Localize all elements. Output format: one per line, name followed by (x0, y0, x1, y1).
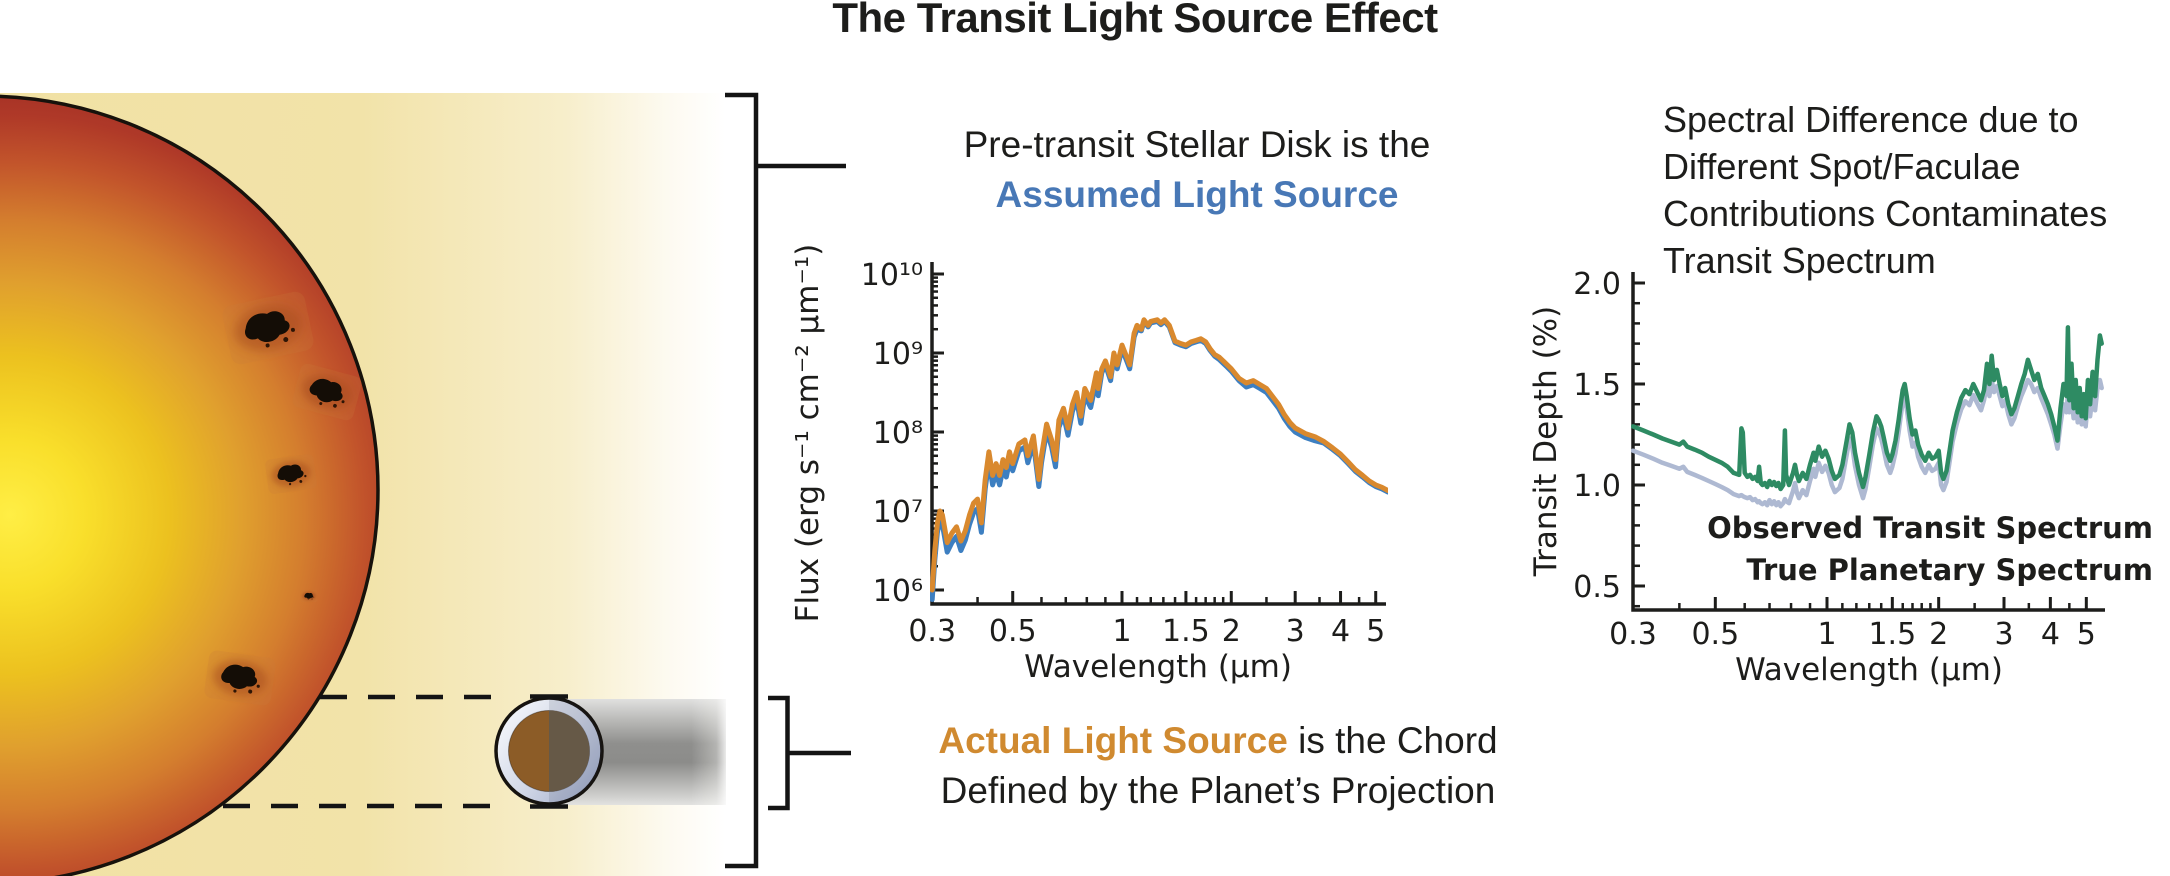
assumed-caption-line2: Assumed Light Source (995, 174, 1399, 215)
x-tick-label: 3 (1286, 614, 1305, 649)
axis-spine (930, 262, 1386, 606)
flux-axes: 0.3 0.5 1 1.5 2 3 4 5 10⁶ 10⁷ 10⁸ 10⁹ 10¹⁰ (861, 258, 1386, 649)
figure-title: The Transit Light Source Effect (832, 0, 1438, 41)
stellar-disk-bracket (725, 92, 846, 869)
x-tick-label: 0.3 (1609, 617, 1657, 652)
y-tick-label: 10⁹ (873, 337, 923, 372)
x-tick-label: 0.5 (989, 614, 1037, 649)
x-tick-label: 2 (1929, 617, 1948, 652)
flux-yaxis-label: Flux (erg s⁻¹ cm⁻² μm⁻¹) (790, 244, 826, 623)
x-tick-label: 2 (1222, 614, 1241, 649)
x-tick-label: 1 (1112, 614, 1131, 649)
transit-spectrum-chart: 0.3 0.5 1 1.5 2 3 4 5 0.5 1.0 1.5 2.0 Observed Tran… (1528, 267, 2153, 688)
flux-series (930, 317, 1388, 602)
right-caption-line2: Different Spot/Faculae (1663, 146, 2021, 187)
actual-caption-line1: Actual Light Source is the Chord (893, 716, 1543, 766)
observed-transit-spectrum-curve (1631, 325, 2104, 492)
y-tick-label: 2.0 (1573, 267, 1621, 302)
y-tick-label: 10¹⁰ (861, 258, 923, 293)
sunspot-icon (203, 650, 276, 707)
true-planetary-spectrum-legend-label: True Planetary Spectrum (1746, 553, 2153, 587)
x-tick-label: 0.5 (1691, 617, 1739, 652)
observed-transit-spectrum-legend-label: Observed Transit Spectrum (1707, 511, 2153, 545)
transit-yaxis-label: Transit Depth (%) (1528, 306, 1564, 577)
transiting-planet (494, 696, 604, 806)
actual-caption-bold: Actual Light Source (938, 720, 1288, 761)
chord-bracket (768, 695, 851, 811)
right-caption-line4: Transit Spectrum (1663, 240, 1936, 281)
flux-xaxis-label: Wavelength (μm) (1024, 649, 1292, 685)
transit-chord-dashes (223, 694, 512, 809)
y-tick-label: 10⁶ (873, 574, 923, 609)
y-tick-label: 1.0 (1573, 469, 1621, 504)
y-tick-label: 0.5 (1573, 570, 1621, 605)
sunspot-icon (301, 590, 318, 602)
x-tick-label: 4 (1331, 614, 1350, 649)
actual-caption-rest: is the Chord (1287, 720, 1498, 761)
right-caption-line1: Spectral Difference due to (1663, 99, 2079, 140)
actual-light-source-caption: Actual Light Source is the Chord Defined… (893, 716, 1543, 816)
actual-light-source-curve (930, 317, 1388, 593)
actual-caption-line2: Defined by the Planet’s Projection (940, 770, 1496, 811)
x-tick-label: 0.3 (908, 614, 956, 649)
right-caption-line3: Contributions Contaminates (1663, 193, 2108, 234)
spectral-difference-caption: Spectral Difference due to Different Spo… (1663, 96, 2170, 284)
assumed-light-source-caption: Pre-transit Stellar Disk is the Assumed … (872, 120, 1522, 220)
transit-legend: Observed Transit Spectrum True Planetary … (1707, 511, 2153, 587)
x-tick-label: 4 (2041, 617, 2060, 652)
y-tick-label: 1.5 (1573, 368, 1621, 403)
transit-series (1631, 325, 2104, 509)
x-tick-label: 1.5 (1868, 617, 1916, 652)
x-tick-label: 1.5 (1162, 614, 1210, 649)
star (0, 94, 380, 876)
x-tick-label: 1 (1817, 617, 1836, 652)
sunspot-icon (264, 453, 317, 494)
x-tick-label: 5 (1366, 614, 1385, 649)
x-tick-label: 5 (2077, 617, 2096, 652)
x-tick-label: 3 (1994, 617, 2013, 652)
y-tick-label: 10⁸ (873, 416, 923, 451)
transit-axes: 0.3 0.5 1 1.5 2 3 4 5 0.5 1.0 1.5 2.0 (1573, 267, 2105, 652)
star-planet-illustration (0, 92, 851, 876)
transit-xaxis-label: Wavelength (μm) (1735, 652, 2003, 688)
true-planetary-spectrum-curve (1631, 377, 2104, 509)
chord-edge-ticks (530, 694, 568, 809)
y-tick-label: 10⁷ (873, 495, 923, 530)
flux-spectrum-chart: 0.3 0.5 1 1.5 2 3 4 5 10⁶ 10⁷ 10⁸ 10⁹ 10¹⁰ Wavelengt… (790, 244, 1388, 685)
assumed-caption-line1: Pre-transit Stellar Disk is the (963, 124, 1431, 165)
